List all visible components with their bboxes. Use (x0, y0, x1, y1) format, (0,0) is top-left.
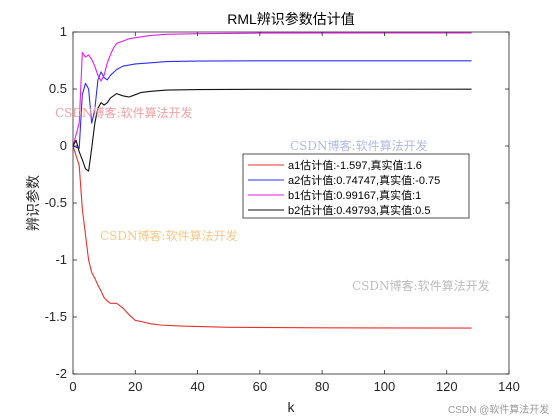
x-tick-label: 80 (315, 379, 329, 394)
x-tick-label: 40 (190, 379, 204, 394)
x-axis-label: k (288, 399, 296, 415)
y-tick-label: 1 (60, 24, 67, 39)
y-tick-label: -1.5 (45, 309, 67, 324)
y-tick-label: -0.5 (45, 195, 67, 210)
x-tick-label: 20 (128, 379, 142, 394)
y-tick-label: 0 (60, 138, 67, 153)
legend-items: a1估计值:-1.597,真实值:1.6a2估计值:0.74747,真实值:-0… (248, 158, 440, 217)
legend-label: a1估计值:-1.597,真实值:1.6 (288, 158, 422, 172)
y-ticks: 1 0.5 0 -0.5 -1 -1.5 -2 (45, 24, 509, 381)
legend-label: a2估计值:0.74747,真实值:-0.75 (288, 173, 440, 187)
x-tick-label: 120 (436, 379, 458, 394)
watermark: CSDN博客:软件算法开发 (100, 228, 238, 243)
y-axis-label: 辨识参数 (25, 175, 41, 231)
x-tick-label: 60 (253, 379, 267, 394)
footer-watermark: CSDN @软件算法开发 (448, 403, 549, 416)
series-line-2 (72, 32, 472, 147)
x-ticks: 0 20 40 60 80 100 120 140 (69, 32, 520, 394)
x-tick-label: 100 (374, 379, 396, 394)
series-line-3 (72, 88, 472, 172)
y-tick-label: -1 (55, 252, 67, 267)
y-tick-label: 0.5 (49, 81, 67, 96)
y-tick-label: -2 (55, 366, 67, 381)
legend-label: b1估计值:0.99167,真实值:1 (288, 188, 421, 202)
legend: a1估计值:-1.597,真实值:1.6a2估计值:0.74747,真实值:-0… (242, 153, 470, 219)
chart-title: RML辨识参数估计值 (227, 11, 355, 27)
watermark: CSDN博客:软件算法开发 (352, 278, 490, 293)
series-line-0 (72, 145, 472, 329)
x-tick-label: 0 (69, 379, 76, 394)
watermark: CSDN博客:软件算法开发 (55, 105, 193, 120)
x-tick-label: 140 (498, 379, 520, 394)
series-layer (72, 32, 472, 329)
watermark: CSDN博客:软件算法开发 (290, 138, 428, 153)
series-line-1 (72, 60, 472, 149)
legend-label: b2估计值:0.49793,真实值:0.5 (288, 203, 430, 217)
